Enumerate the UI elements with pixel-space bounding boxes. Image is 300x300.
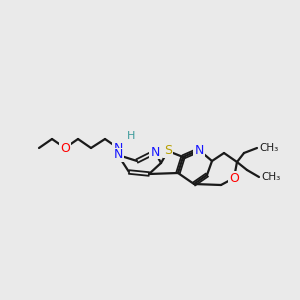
Text: N: N xyxy=(113,142,123,154)
Text: H: H xyxy=(127,131,135,141)
Text: N: N xyxy=(113,148,123,161)
Text: CH₃: CH₃ xyxy=(259,143,278,153)
Text: N: N xyxy=(194,143,204,157)
Text: N: N xyxy=(150,146,160,158)
Text: CH₃: CH₃ xyxy=(261,172,280,182)
Text: O: O xyxy=(60,142,70,154)
Text: O: O xyxy=(229,172,239,184)
Text: S: S xyxy=(164,145,172,158)
